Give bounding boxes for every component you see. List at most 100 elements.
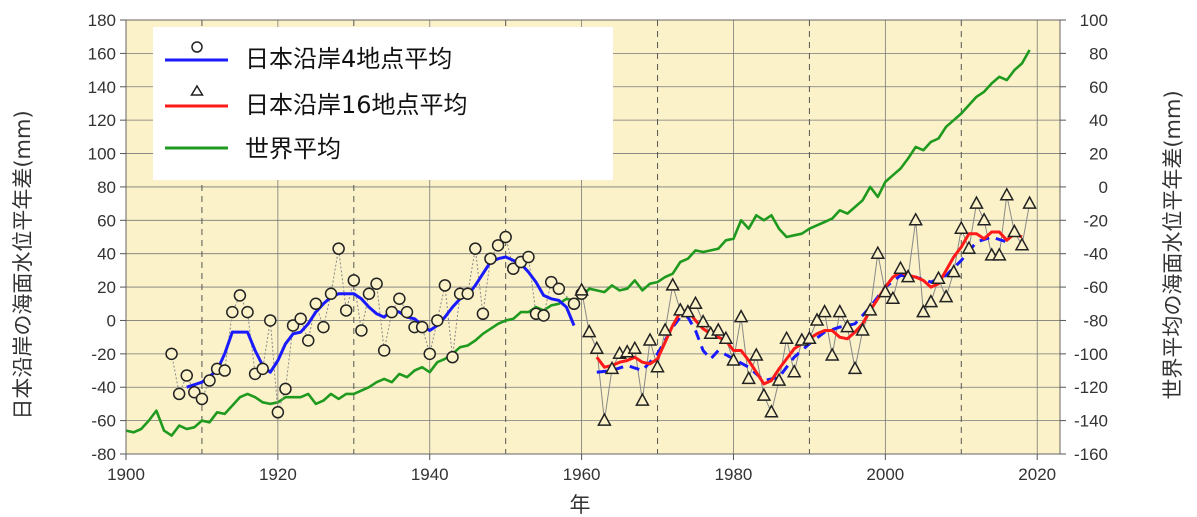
japan-16pt-marker	[673, 302, 688, 316]
legend-box	[153, 27, 613, 180]
japan-4pt-marker	[385, 305, 399, 319]
japan-4pt-marker	[499, 230, 512, 244]
y2-tick-label: -40	[1083, 245, 1108, 264]
y2-tick-label: -120	[1074, 378, 1108, 397]
japan-4pt-marker	[294, 312, 307, 326]
japan-16pt-marker	[733, 309, 749, 323]
japan-4pt-marker	[355, 324, 368, 337]
japan-4pt-marker	[172, 387, 186, 401]
japan-4pt-marker	[279, 382, 292, 396]
y-tick-label: 0	[107, 311, 116, 330]
y-tick-label: 80	[97, 178, 116, 197]
japan-16pt-marker	[642, 332, 658, 346]
japan-4pt-marker	[317, 320, 330, 334]
y-tick-label: 60	[97, 211, 116, 230]
japan-16pt-marker	[749, 347, 764, 361]
japan-16pt-marker	[969, 195, 984, 209]
japan-16pt-marker	[589, 340, 605, 355]
japan-4pt-marker	[476, 307, 490, 321]
japan-4pt-marker	[415, 320, 429, 334]
y2-tick-label: -60	[1083, 278, 1108, 297]
japan-4pt-marker	[226, 305, 239, 319]
japan-16pt-marker	[855, 322, 870, 336]
y-tick-label: 20	[97, 278, 116, 297]
japan-16pt-marker	[893, 260, 908, 274]
japan-4pt-marker	[347, 274, 361, 287]
japan-4pt-marker	[446, 350, 459, 364]
japan-16pt-marker	[999, 187, 1015, 201]
japan-4pt-marker	[370, 277, 383, 290]
japan-16pt-marker	[680, 304, 696, 318]
japan-16pt-marker	[992, 247, 1007, 261]
japan-16pt-marker	[931, 270, 946, 284]
japan-4pt-marker	[195, 392, 209, 406]
japan-16pt-marker	[581, 324, 597, 338]
japan-16pt-marker	[923, 294, 939, 308]
japan-16pt-marker	[726, 352, 741, 366]
japan-16pt-marker	[870, 245, 886, 259]
japan-4pt-marker	[203, 374, 216, 387]
y-tick-label: -20	[91, 345, 116, 364]
japan-16pt-marker	[665, 277, 680, 291]
y2-tick-label: 100	[1080, 11, 1108, 30]
japan-16pt-marker	[756, 387, 772, 401]
japan-4pt-marker	[400, 305, 414, 319]
left-y-axis-title: 日本沿岸の海面水位平年差(mm)	[11, 110, 35, 419]
japan-4pt-marker	[552, 282, 566, 295]
japan-16pt-marker	[627, 340, 643, 355]
x-tick-label: 1920	[259, 465, 297, 484]
japan-4pt-marker	[301, 334, 315, 347]
x-tick-labels: 1900 1920 1940 1960 1980 2000 2020	[107, 465, 1056, 484]
japan-16pt-marker	[954, 220, 969, 234]
japan-16pt-marker	[711, 322, 726, 336]
japan-16pt-marker	[741, 370, 756, 385]
legend-label-16pt: 日本沿岸16地点平均	[245, 91, 468, 119]
japan-16pt-marker	[1014, 237, 1030, 251]
y-tick-label: -80	[91, 445, 116, 464]
japan-16pt-marker	[900, 269, 916, 283]
japan-4pt-marker	[431, 314, 444, 327]
y2-tick-label: -160	[1074, 445, 1108, 464]
y-tick-label: 120	[88, 111, 116, 130]
japan-16pt-marker	[657, 322, 673, 336]
y2-tick-label: -20	[1083, 211, 1108, 230]
plot-frame	[125, 19, 1061, 455]
japan-16pt-marker	[976, 212, 992, 226]
japan-4pt-marker	[491, 239, 505, 252]
legend-label-4pt: 日本沿岸4地点平均	[245, 45, 452, 73]
japan-16pt-marker	[946, 264, 961, 278]
y2-tick-label: 20	[1089, 145, 1108, 164]
japan-4pt-marker	[324, 287, 338, 301]
y-tick-label: -60	[91, 412, 116, 431]
japan-4pt-trend-line-dashed	[596, 235, 1008, 383]
japan-16pt-marker	[650, 359, 665, 373]
right-y-tick-labels: -160 -140 -120 -100 -80 -60 -40 -20 0 20 40 60 80 100	[1074, 11, 1108, 464]
japan-16pt-marker	[878, 284, 893, 298]
japan-16pt-marker	[574, 282, 589, 296]
japan-4pt-marker	[393, 292, 406, 306]
y-tick-label: 160	[88, 44, 116, 63]
y2-tick-label: -140	[1074, 412, 1108, 431]
y-tick-label: 40	[97, 245, 116, 264]
x-tick-label: 2020	[1018, 465, 1056, 484]
japan-16pt-marker	[832, 304, 848, 318]
japan-4pt-marker	[461, 287, 474, 301]
japan-16pt-marker	[718, 330, 734, 345]
japan-4pt-marker	[339, 304, 353, 317]
series-layer	[126, 49, 1037, 437]
japan-4pt-marker	[271, 406, 285, 419]
japan-4pt-marker	[165, 347, 178, 361]
japan-4pt-marker	[537, 309, 550, 322]
japan-4pt-marker	[233, 289, 247, 302]
japan-16pt-marker	[847, 360, 863, 375]
japan-16pt-marker	[764, 404, 779, 418]
right-y-axis-title: 世界平均の海面水位平年差(mm)	[1161, 90, 1185, 399]
japan-4pt-marker	[256, 362, 269, 376]
x-tick-label: 1940	[411, 465, 449, 484]
japan-4pt-marker	[377, 344, 391, 357]
japan-16pt-marker	[824, 347, 840, 361]
japan-16pt-marker	[840, 319, 855, 333]
japan-4pt-marker	[522, 250, 535, 264]
japan-4pt-marker	[423, 347, 436, 361]
